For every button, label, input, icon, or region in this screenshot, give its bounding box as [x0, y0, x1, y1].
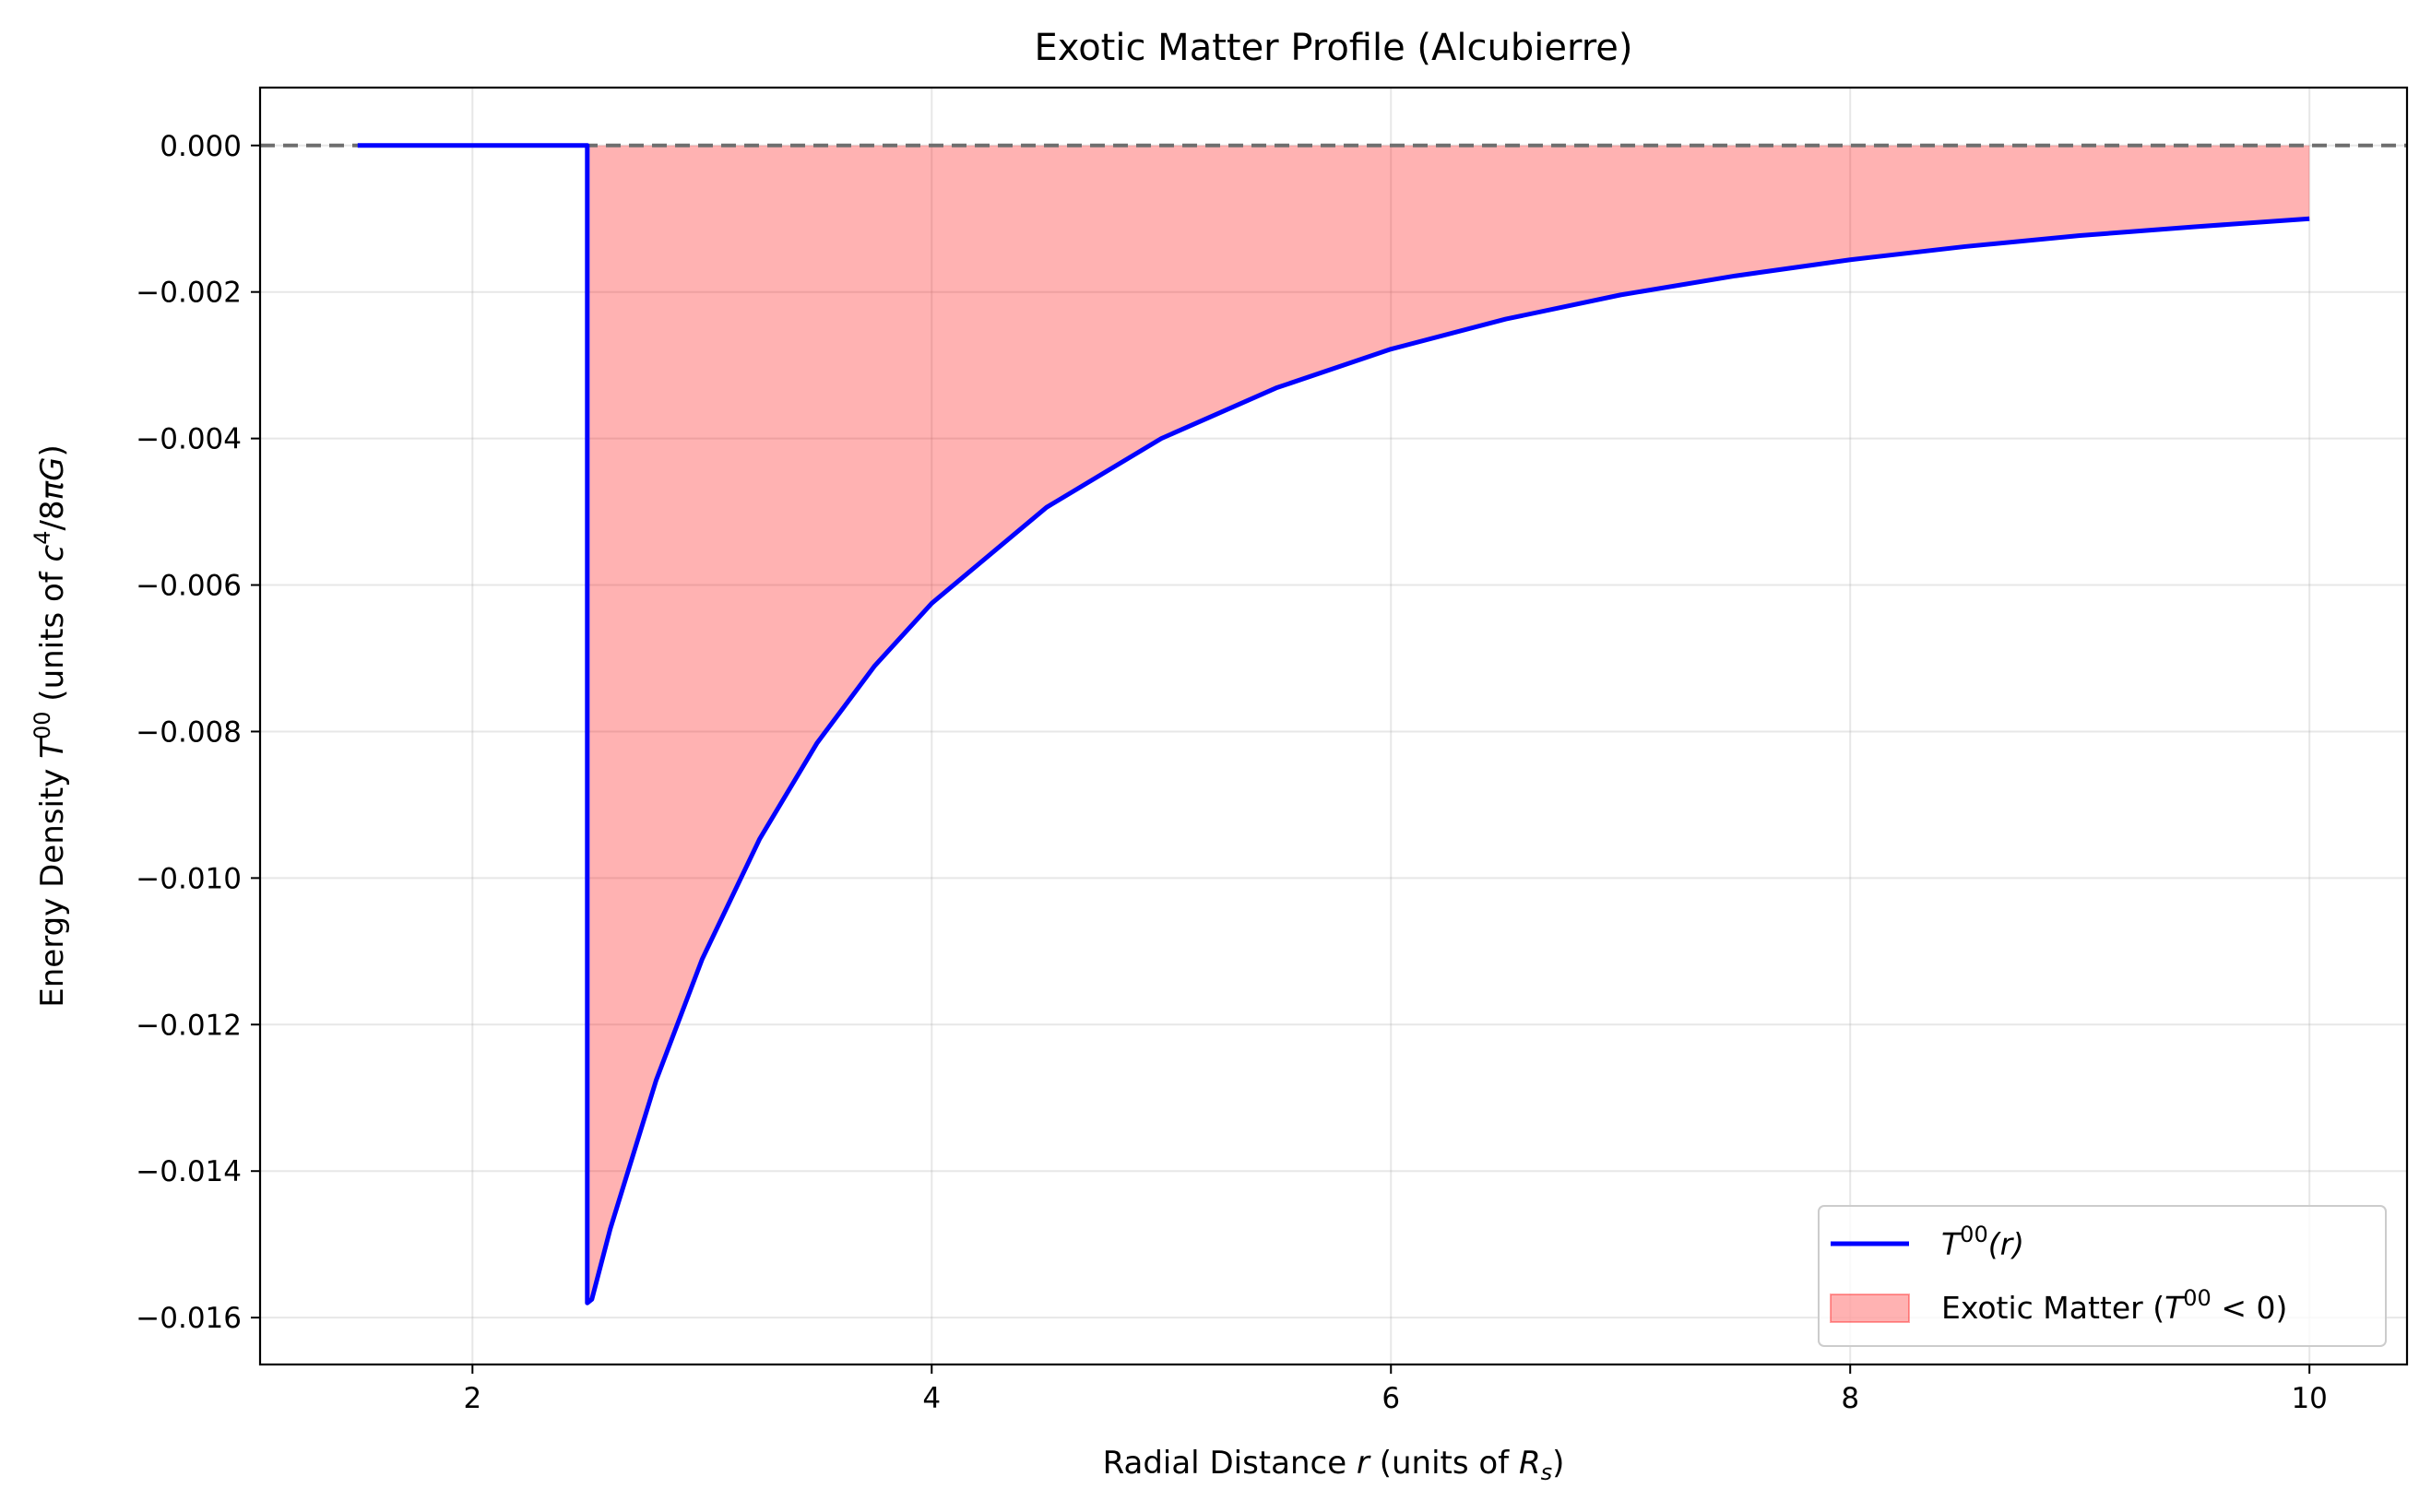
x-tick-label: 2 — [463, 1382, 481, 1415]
legend-series-label: T00(r) — [1941, 1222, 2024, 1262]
x-tick-label: 6 — [1382, 1382, 1400, 1415]
x-tick-label: 8 — [1841, 1382, 1859, 1415]
y-tick-label: −0.012 — [136, 1009, 242, 1042]
y-tick-label: −0.002 — [136, 277, 242, 310]
y-tick-label: −0.010 — [136, 862, 242, 895]
y-tick-label: −0.014 — [136, 1155, 242, 1188]
t00-series-line — [357, 143, 2310, 1305]
chart-title: Exotic Matter Profile (Alcubierre) — [1034, 27, 1632, 69]
legend-fill-swatch — [1830, 1293, 1910, 1323]
exotic-matter-fill — [587, 145, 2310, 1304]
x-ticks: 2 4 6 8 10 — [463, 1364, 2328, 1415]
x-axis-label: Radial Distance r (units of Rs) — [1103, 1445, 1565, 1485]
axes-frame — [258, 86, 2409, 1366]
x-tick-label: 4 — [922, 1382, 941, 1415]
legend-box — [1818, 1205, 2387, 1347]
x-tick-label: 10 — [2291, 1382, 2327, 1415]
legend-fill-label: Exotic Matter (T00 < 0) — [1941, 1285, 2287, 1326]
grid — [260, 88, 2407, 1364]
y-tick-label: −0.016 — [136, 1302, 242, 1335]
legend: T00(r) Exotic Matter (T00 < 0) — [1818, 1205, 2387, 1347]
y-tick-label: −0.008 — [136, 715, 242, 749]
y-tick-label: −0.004 — [136, 423, 242, 456]
y-ticks: 0.000 −0.002 −0.004 −0.006 −0.008 −0.010 −0.01… — [136, 130, 260, 1335]
y-tick-label: −0.006 — [136, 570, 242, 603]
y-tick-label: 0.000 — [160, 130, 242, 163]
y-axis-label: Energy Density T00 (units of c4/8πG) — [30, 444, 71, 1008]
